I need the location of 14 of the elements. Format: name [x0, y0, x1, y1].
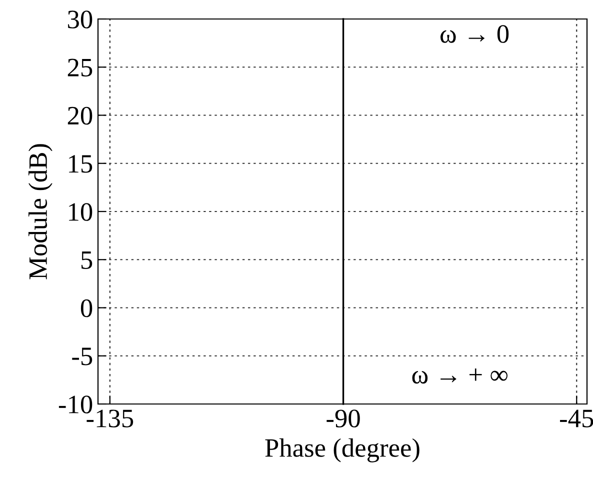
y-tick-label: 30	[68, 10, 92, 28]
x-tick-label: -45	[560, 410, 593, 428]
x-axis-title: Phase (degree)	[265, 438, 420, 462]
y-tick-label: 5	[81, 252, 92, 270]
annotation: ω → + ∞	[412, 368, 508, 384]
y-tick-label: 0	[80, 299, 92, 318]
y-axis-title: Module (dB)	[28, 144, 52, 280]
y-tick-label: 25	[68, 58, 92, 77]
annotation: ω → 0	[440, 25, 509, 43]
y-tick-label: 15	[69, 155, 92, 173]
y-tick-label: 10	[69, 203, 92, 221]
y-tick-label: -5	[72, 348, 92, 366]
x-tick-label: -90	[326, 410, 360, 428]
y-tick-label: 20	[68, 106, 92, 125]
